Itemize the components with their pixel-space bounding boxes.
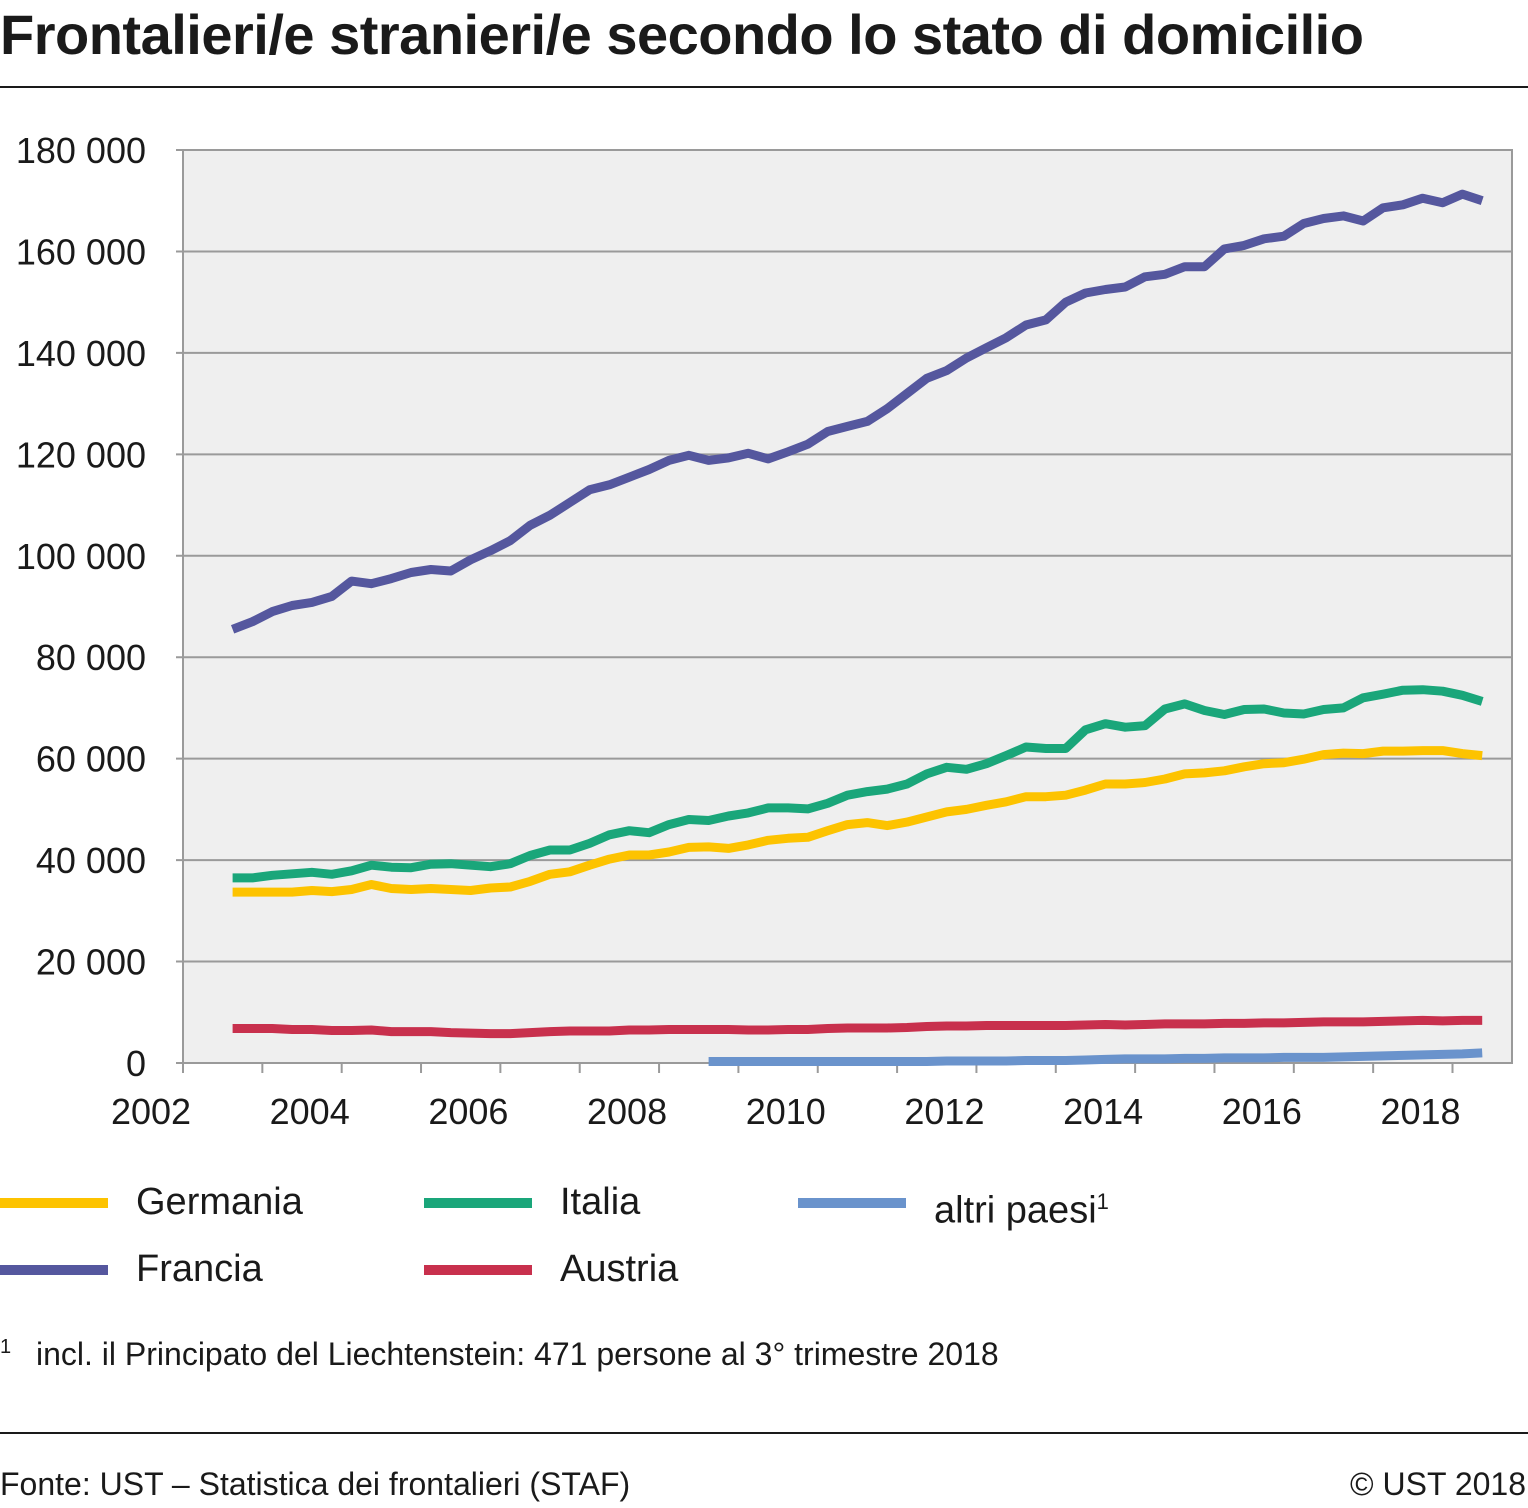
legend-swatch-austria (424, 1265, 532, 1275)
x-tick-label: 2008 (587, 1091, 667, 1132)
legend-label-germania: Germania (136, 1181, 303, 1223)
legend-label-austria: Austria (560, 1248, 679, 1290)
y-tick-label: 80 000 (36, 637, 146, 678)
plot-area (182, 149, 1513, 1064)
legend-swatch-germania (0, 1198, 108, 1208)
x-tick-label: 2004 (270, 1091, 350, 1132)
y-tick-label: 100 000 (16, 536, 146, 577)
x-tick-label: 2018 (1380, 1091, 1460, 1132)
chart-title: Frontalieri/e stranieri/e secondo lo sta… (0, 3, 1364, 66)
series-line-altri-paesi (708, 1048, 1483, 1066)
source-note: Fonte: UST – Statistica dei frontalieri … (0, 1466, 631, 1502)
legend-swatch-italia (424, 1198, 532, 1208)
footer-rule (0, 1432, 1528, 1434)
x-tick-label: 2002 (111, 1091, 191, 1132)
series-line-italia (232, 685, 1484, 883)
series-line-austria (232, 1015, 1483, 1039)
series-line-germania (232, 746, 1483, 897)
y-tick-label: 60 000 (36, 739, 146, 780)
legend-label-italia: Italia (560, 1181, 641, 1223)
gridlines (176, 149, 1512, 1064)
y-tick-label: 20 000 (36, 942, 146, 983)
footnote-text: incl. il Principato del Liechtenstein: 4… (36, 1336, 999, 1372)
legend: Germania Italia altri paesi1 Francia Aus… (0, 1176, 1528, 1296)
x-tick-label: 2016 (1222, 1091, 1302, 1132)
y-tick-label: 0 (126, 1043, 146, 1084)
y-tick-label: 40 000 (36, 840, 146, 881)
y-tick-label: 180 000 (16, 130, 146, 171)
legend-label-altri-paesi-text: altri paesi (934, 1189, 1097, 1232)
x-tick-label: 2010 (746, 1091, 826, 1132)
plot-frame (182, 149, 1513, 1064)
x-tick-label: 2012 (904, 1091, 984, 1132)
footnote-ref: 1 (1096, 1189, 1109, 1214)
legend-label-francia: Francia (136, 1248, 263, 1290)
legend-swatch-francia (0, 1265, 108, 1275)
footnote: 1 incl. il Principato del Liechtenstein: … (0, 1336, 999, 1373)
x-tick-label: 2006 (428, 1091, 508, 1132)
y-axis-ticks: 0 20 000 40 000 60 000 80 000 100 000 120 000 1… (16, 130, 146, 1084)
title-rule (0, 86, 1528, 88)
legend-label-altri-paesi: altri paesi1 (934, 1176, 1109, 1237)
y-tick-label: 140 000 (16, 333, 146, 374)
legend-swatch-altri-paesi (798, 1198, 906, 1208)
footnote-mark: 1 (0, 1336, 12, 1358)
series-line-francia (230, 189, 1484, 634)
y-tick-label: 160 000 (16, 231, 146, 272)
x-axis-ticks: 2002 2004 2006 2008 2010 2012 2014 2016 2018 (111, 1063, 1461, 1132)
series-lines (230, 189, 1484, 1066)
copyright: © UST 2018 (1350, 1466, 1526, 1502)
line-chart: 0 20 000 40 000 60 000 80 000 100 000 120 000 1… (16, 130, 1513, 1132)
y-tick-label: 120 000 (16, 434, 146, 475)
x-tick-label: 2014 (1063, 1091, 1143, 1132)
